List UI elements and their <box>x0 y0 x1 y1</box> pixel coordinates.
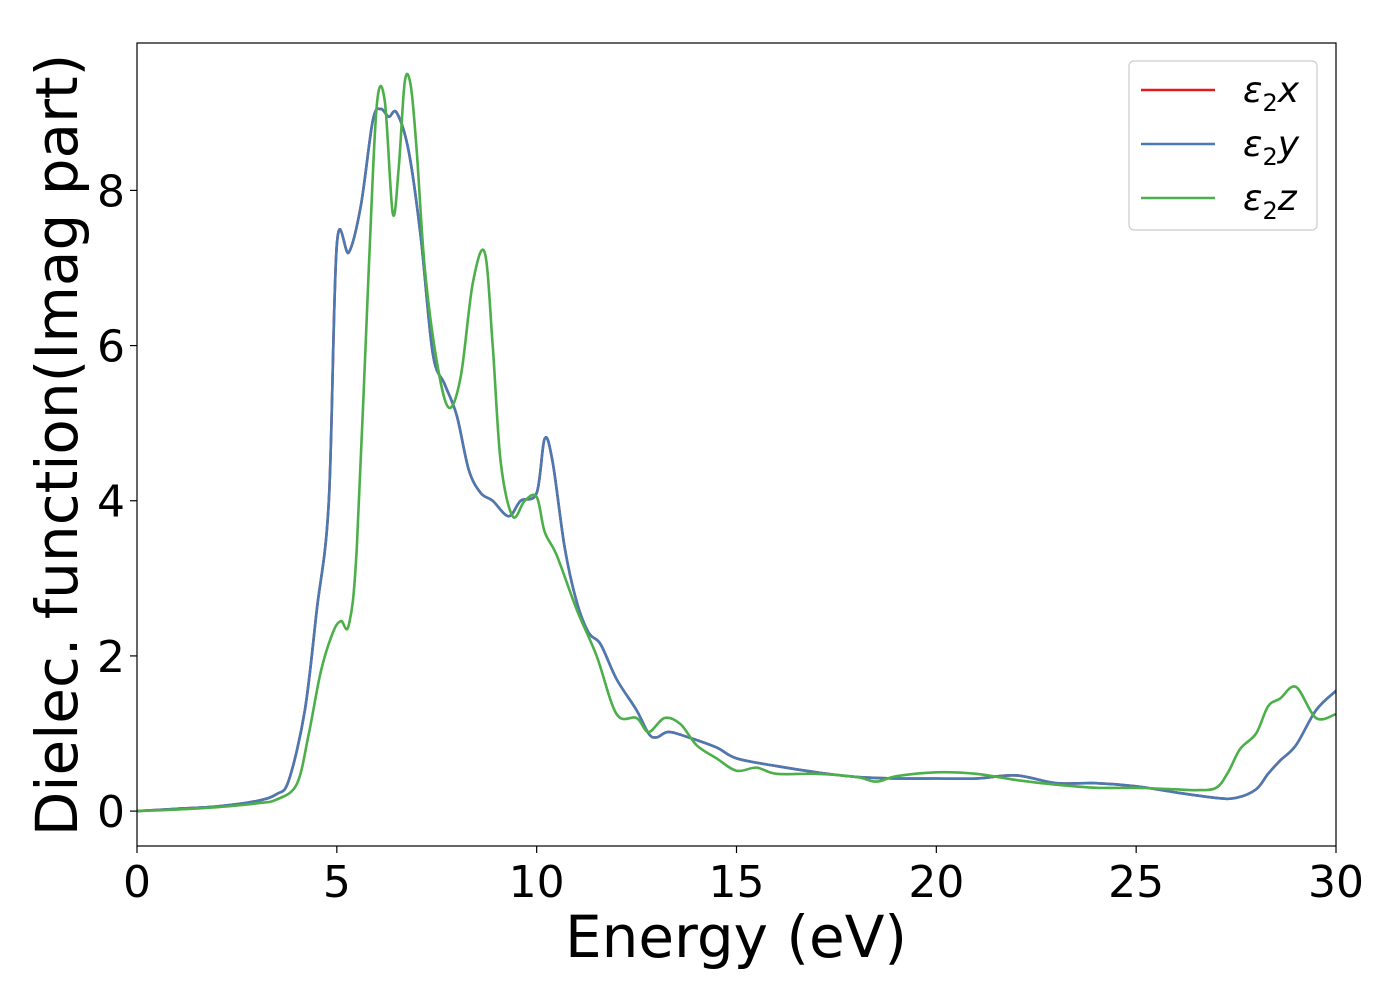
series-layer <box>137 72 1336 813</box>
y-tick-label: 0 <box>97 787 125 838</box>
y-tick-label: 2 <box>97 632 125 683</box>
x-tick-label: 20 <box>908 857 964 908</box>
legend-label-z: ε2z <box>1243 178 1298 225</box>
legend-label-y: ε2y <box>1243 124 1300 171</box>
legend-label-tail: z <box>1277 178 1298 219</box>
y-tick-label: 6 <box>97 322 125 373</box>
legend-label-subscript: 2 <box>1262 197 1277 225</box>
legend-label-subscript: 2 <box>1262 143 1277 171</box>
x-tick-label: 10 <box>509 857 565 908</box>
x-tick-label: 15 <box>709 857 765 908</box>
legend-label-main: ε <box>1243 124 1262 165</box>
legend-label-main: ε <box>1243 70 1262 111</box>
x-tick-label: 5 <box>323 857 351 908</box>
x-axis: 0 5 10 15 20 25 30 <box>123 846 1364 908</box>
legend-label-x: ε2x <box>1243 70 1300 117</box>
x-tick-label: 0 <box>123 857 151 908</box>
legend-label-tail: x <box>1277 70 1300 111</box>
legend-label-subscript: 2 <box>1262 89 1277 117</box>
y-axis-label: Dielec. function(Imag part) <box>23 54 91 837</box>
legend-box <box>1128 60 1318 231</box>
y-axis: 0 2 4 6 8 <box>97 166 137 838</box>
legend-label-main: ε <box>1243 178 1262 219</box>
x-tick-label: 30 <box>1308 857 1364 908</box>
y-tick-label: 8 <box>97 166 125 217</box>
legend-label-tail: y <box>1277 124 1300 165</box>
x-axis-label: Energy (eV) <box>565 903 907 971</box>
series-line-y <box>137 107 1336 813</box>
series-line-z <box>137 72 1336 813</box>
y-tick-label: 4 <box>97 477 125 528</box>
x-tick-label: 25 <box>1108 857 1164 908</box>
